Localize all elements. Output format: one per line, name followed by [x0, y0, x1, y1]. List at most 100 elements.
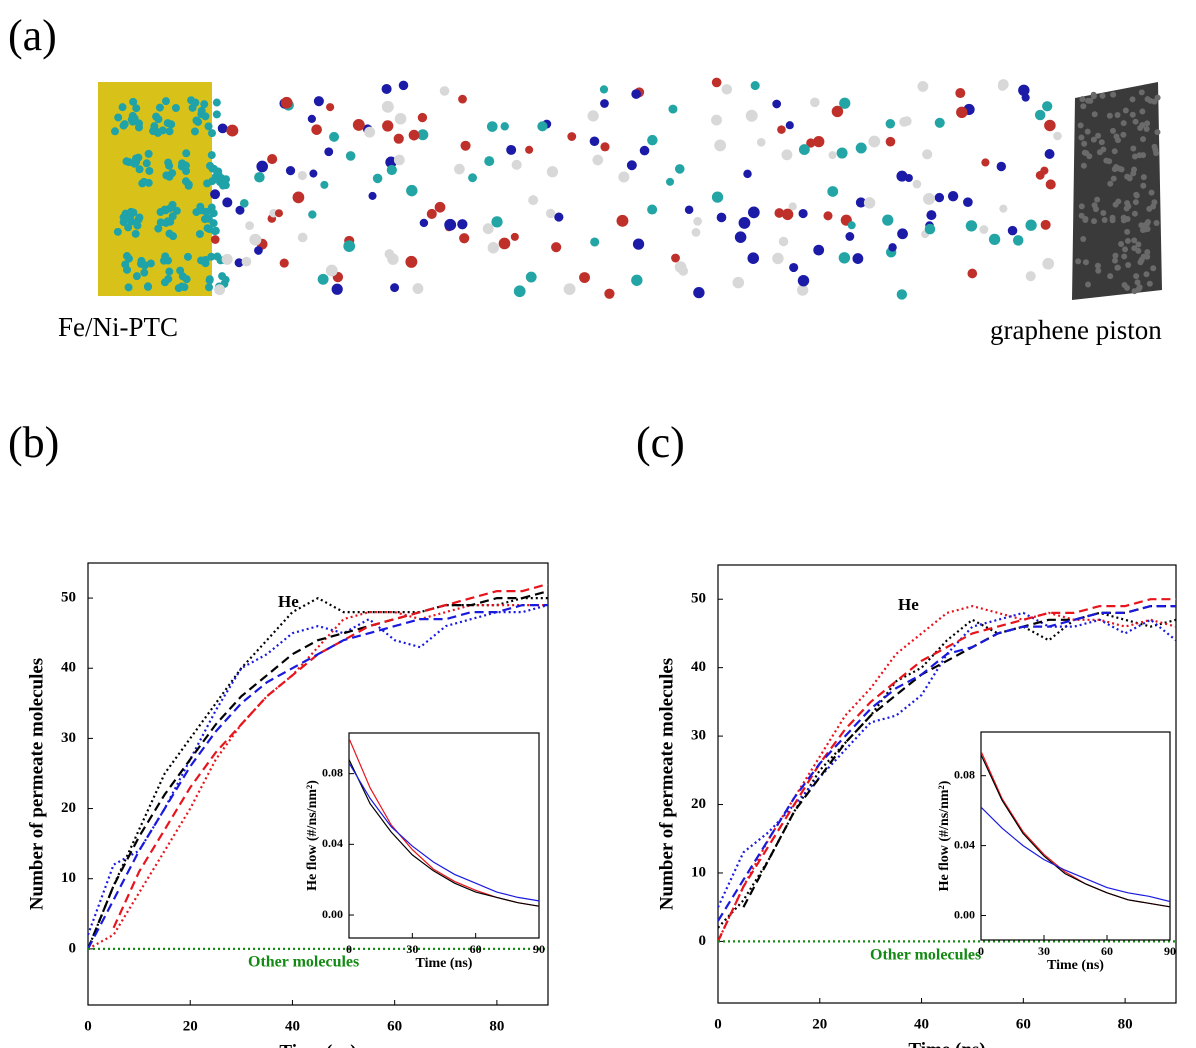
molecule: [711, 191, 724, 203]
atom: [142, 159, 151, 168]
molecule: [979, 225, 989, 234]
atom: [1080, 235, 1087, 242]
atom: [1132, 199, 1139, 206]
x-tick-label: 30: [406, 942, 418, 956]
atom: [168, 200, 177, 209]
atom: [164, 158, 173, 167]
molecule: [732, 276, 745, 289]
molecule: [551, 242, 562, 253]
molecule: [738, 217, 751, 229]
atom: [113, 227, 122, 236]
molecule: [599, 85, 609, 94]
atom: [1080, 103, 1087, 110]
molecule: [309, 169, 318, 178]
molecule: [756, 138, 766, 147]
atom: [111, 127, 120, 136]
molecule: [923, 192, 935, 205]
x-tick-label: 60: [1101, 944, 1113, 958]
molecule: [385, 156, 397, 168]
molecule: [639, 145, 650, 156]
y-axis-label: He flow (#/ns/nm²): [305, 780, 320, 891]
molecule: [922, 149, 933, 160]
molecule: [714, 139, 727, 152]
x-tick-label: 20: [183, 1018, 198, 1034]
atom: [172, 206, 181, 215]
molecule: [412, 283, 424, 294]
atom: [1129, 111, 1136, 118]
atom: [1138, 222, 1145, 229]
molecule: [711, 77, 722, 88]
atom: [177, 162, 186, 171]
atom: [1115, 198, 1122, 205]
atom: [1077, 122, 1084, 129]
x-axis-label: Time (ns): [279, 1041, 356, 1048]
atom: [154, 224, 163, 233]
molecule: [390, 283, 400, 293]
atom: [201, 255, 210, 264]
atom: [161, 97, 170, 106]
molecule: [747, 206, 760, 219]
series-line: [88, 590, 548, 950]
atom: [1140, 182, 1147, 189]
molecule: [592, 154, 604, 166]
molecule: [1007, 225, 1018, 236]
series-line: [718, 605, 1176, 922]
molecule: [457, 219, 468, 230]
molecule: [967, 268, 978, 279]
y-tick-label: 0.04: [322, 836, 343, 850]
molecule: [386, 164, 397, 176]
molecule: [827, 186, 839, 197]
molecule: [781, 208, 794, 221]
molecule: [234, 258, 244, 268]
molecule: [934, 117, 945, 128]
molecule: [589, 136, 600, 147]
molecule: [1034, 109, 1046, 121]
atom: [138, 179, 147, 188]
y-tick-label: 10: [691, 864, 706, 880]
molecule: [1012, 235, 1024, 246]
atom: [204, 283, 213, 292]
molecule: [554, 212, 564, 222]
x-tick-label: 0: [714, 1016, 722, 1032]
molecule: [460, 140, 471, 151]
series-group: [718, 598, 1176, 943]
atom: [1144, 249, 1151, 256]
atom: [1081, 149, 1088, 156]
y-tick-label: 30: [61, 730, 76, 746]
atom: [184, 181, 193, 190]
series-group: [349, 738, 539, 907]
molecule: [498, 237, 511, 250]
atom: [1112, 252, 1119, 259]
atom: [1150, 265, 1157, 272]
molecule: [525, 145, 534, 154]
molecule: [317, 273, 329, 285]
molecule: [674, 261, 687, 273]
molecule: [254, 171, 265, 183]
atom: [171, 103, 180, 112]
atom: [124, 283, 133, 292]
molecule: [537, 121, 548, 132]
molecule: [999, 204, 1008, 213]
molecule: [297, 232, 308, 243]
atom: [1122, 246, 1129, 253]
atom: [1148, 189, 1155, 196]
atom: [1139, 108, 1146, 115]
molecule: [912, 179, 922, 189]
molecule: [500, 122, 509, 131]
molecule: [747, 252, 760, 264]
molecule: [924, 223, 936, 235]
molecule: [329, 131, 340, 142]
atom: [144, 282, 153, 291]
atom: [1111, 257, 1118, 264]
series-line: [349, 759, 539, 907]
molecule: [408, 129, 420, 141]
atom: [1137, 259, 1144, 266]
atom: [1091, 202, 1098, 209]
molecule: [813, 136, 825, 148]
molecule: [838, 252, 851, 264]
molecule: [996, 161, 1007, 172]
atom: [1138, 89, 1145, 96]
x-tick-label: 40: [285, 1018, 300, 1034]
molecule: [1053, 131, 1062, 141]
atom: [1114, 137, 1121, 144]
